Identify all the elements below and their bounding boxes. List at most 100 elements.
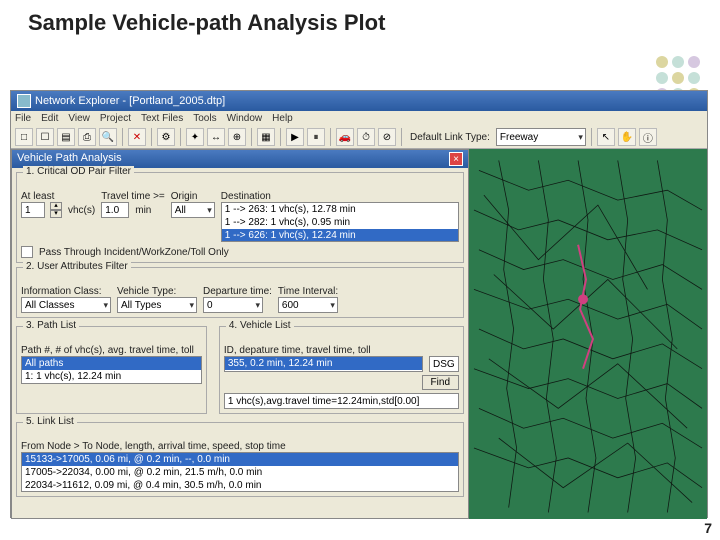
menu-tools[interactable]: Tools xyxy=(193,113,216,124)
int-label: Time Interval: xyxy=(278,286,338,297)
stat-display: 1 vhc(s),avg.travel time=12.24min,std[0.… xyxy=(224,393,459,409)
linklist-listbox[interactable]: 15133->17005, 0.06 mi, @ 0.2 min, --, 0.… xyxy=(21,452,459,492)
separator xyxy=(122,128,123,146)
passthrough-checkbox[interactable] xyxy=(21,246,33,258)
group-title: 1. Critical OD Pair Filter xyxy=(23,166,134,177)
vtype-combo[interactable]: All Types xyxy=(117,297,197,313)
list-item[interactable]: 15133->17005, 0.06 mi, @ 0.2 min, --, 0.… xyxy=(22,453,458,466)
menu-edit[interactable]: Edit xyxy=(41,113,58,124)
tool-icon[interactable]: ⚙ xyxy=(157,128,175,146)
group-user-filter: 2. User Attributes Filter Information Cl… xyxy=(16,267,464,318)
menu-project[interactable]: Project xyxy=(100,113,131,124)
hand-icon[interactable]: ✋ xyxy=(618,128,636,146)
separator xyxy=(280,128,281,146)
origin-combo[interactable]: All xyxy=(171,202,215,218)
list-item[interactable]: 1 --> 282: 1 vhc(s), 0.95 min xyxy=(222,216,458,229)
pathlist-listbox[interactable]: All paths 1: 1 vhc(s), 12.24 min xyxy=(21,356,202,384)
col-traveltime: Travel time >= 1.0 min xyxy=(101,191,165,218)
menubar: File Edit View Project Text Files Tools … xyxy=(11,111,707,126)
map-view[interactable] xyxy=(469,149,707,519)
list-item[interactable]: 1 --> 263: 1 vhc(s), 12.78 min xyxy=(222,203,458,216)
col-dep: Departure time: 0 xyxy=(203,286,272,313)
analysis-panel: Vehicle Path Analysis × 1. Critical OD P… xyxy=(11,149,469,519)
car-icon[interactable]: 🚗 xyxy=(336,128,354,146)
menu-window[interactable]: Window xyxy=(227,113,263,124)
group-od-filter: 1. Critical OD Pair Filter At least 1 ▴▾… xyxy=(16,172,464,263)
node-icon[interactable]: ✦ xyxy=(186,128,204,146)
group-vehiclelist: 4. Vehicle List ID, depature time, trave… xyxy=(219,326,464,414)
list-item[interactable]: 17005->22034, 0.00 mi, @ 0.2 min, 21.5 m… xyxy=(22,466,458,479)
pause-icon[interactable]: ⏸ xyxy=(307,128,325,146)
group-title: 4. Vehicle List xyxy=(226,320,294,331)
list-item[interactable]: 1: 1 vhc(s), 12.24 min xyxy=(22,370,201,383)
dsg-input[interactable]: DSG xyxy=(429,356,459,372)
vehiclelist-listbox[interactable]: 355, 0.2 min, 12.24 min xyxy=(224,356,423,372)
pathlist-header: Path #, # of vhc(s), avg. travel time, t… xyxy=(21,345,202,356)
open-icon[interactable]: ☐ xyxy=(36,128,54,146)
separator xyxy=(330,128,331,146)
dep-label: Departure time: xyxy=(203,286,272,297)
link-icon[interactable]: ↔ xyxy=(207,128,225,146)
tt-unit-label: min xyxy=(135,205,151,216)
arrow-icon[interactable]: ↖ xyxy=(597,128,615,146)
menu-file[interactable]: File xyxy=(15,113,31,124)
close-icon[interactable]: × xyxy=(449,152,463,166)
grid-icon[interactable]: ▦ xyxy=(257,128,275,146)
preview-icon[interactable]: 🔍 xyxy=(99,128,117,146)
int-combo[interactable]: 600 xyxy=(278,297,338,313)
delete-icon[interactable]: ✕ xyxy=(128,128,146,146)
zoom-icon[interactable]: ⊕ xyxy=(228,128,246,146)
col-dest: Destination 1 --> 263: 1 vhc(s), 12.78 m… xyxy=(221,191,459,242)
toolbar: □ ☐ ▤ ⎙ 🔍 ✕ ⚙ ✦ ↔ ⊕ ▦ ▶ ⏸ 🚗 ⏱ ⊘ Default … xyxy=(11,126,707,149)
separator xyxy=(251,128,252,146)
app-icon xyxy=(17,94,31,108)
group-pathlist: 3. Path List Path #, # of vhc(s), avg. t… xyxy=(16,326,207,414)
vhc-unit-label: vhc(s) xyxy=(68,205,95,216)
col-origin: Origin All xyxy=(171,191,215,218)
titlebar: Network Explorer - [Portland_2005.dtp] xyxy=(11,91,707,111)
atleast-input[interactable]: 1 xyxy=(21,202,45,218)
save-icon[interactable]: ▤ xyxy=(57,128,75,146)
col-atleast: At least 1 ▴▾ vhc(s) xyxy=(21,191,95,218)
info-label: Information Class: xyxy=(21,286,111,297)
dest-label: Destination xyxy=(221,191,459,202)
atleast-spinner[interactable]: ▴▾ xyxy=(50,202,62,218)
group-title: 5. Link List xyxy=(23,416,77,427)
tt-input[interactable]: 1.0 xyxy=(101,202,129,218)
col-info: Information Class: All Classes xyxy=(21,286,111,313)
tt-label: Travel time >= xyxy=(101,191,165,202)
separator xyxy=(180,128,181,146)
linklist-header: From Node > To Node, length, arrival tim… xyxy=(21,441,459,452)
list-item[interactable]: 22034->11612, 0.09 mi, @ 0.4 min, 30.5 m… xyxy=(22,479,458,492)
menu-view[interactable]: View xyxy=(68,113,90,124)
clock-icon[interactable]: ⏱ xyxy=(357,128,375,146)
list-item[interactable]: 1 --> 626: 1 vhc(s), 12.24 min xyxy=(222,229,458,242)
separator xyxy=(401,128,402,146)
stop-icon[interactable]: ⊘ xyxy=(378,128,396,146)
dep-combo[interactable]: 0 xyxy=(203,297,263,313)
link-type-combo[interactable]: Freeway xyxy=(496,128,586,146)
print-icon[interactable]: ⎙ xyxy=(78,128,96,146)
origin-label: Origin xyxy=(171,191,215,202)
link-type-label: Default Link Type: xyxy=(410,132,490,143)
map-network xyxy=(469,149,707,519)
group-title: 3. Path List xyxy=(23,320,79,331)
info-icon[interactable]: ⓘ xyxy=(639,128,657,146)
group-linklist: 5. Link List From Node > To Node, length… xyxy=(16,422,464,497)
list-item[interactable]: All paths xyxy=(22,357,201,370)
list-item[interactable]: 355, 0.2 min, 12.24 min xyxy=(225,357,422,370)
col-vtype: Vehicle Type: All Types xyxy=(117,286,197,313)
menu-help[interactable]: Help xyxy=(272,113,293,124)
vtype-label: Vehicle Type: xyxy=(117,286,197,297)
new-icon[interactable]: □ xyxy=(15,128,33,146)
menu-textfiles[interactable]: Text Files xyxy=(141,113,183,124)
separator xyxy=(591,128,592,146)
separator xyxy=(151,128,152,146)
vehiclelist-header: ID, depature time, travel time, toll xyxy=(224,345,459,356)
find-button[interactable]: Find xyxy=(422,375,459,390)
play-icon[interactable]: ▶ xyxy=(286,128,304,146)
page-number: 7 xyxy=(704,520,712,536)
info-combo[interactable]: All Classes xyxy=(21,297,111,313)
dest-listbox[interactable]: 1 --> 263: 1 vhc(s), 12.78 min 1 --> 282… xyxy=(221,202,459,242)
passthrough-label: Pass Through Incident/WorkZone/Toll Only xyxy=(39,247,229,258)
